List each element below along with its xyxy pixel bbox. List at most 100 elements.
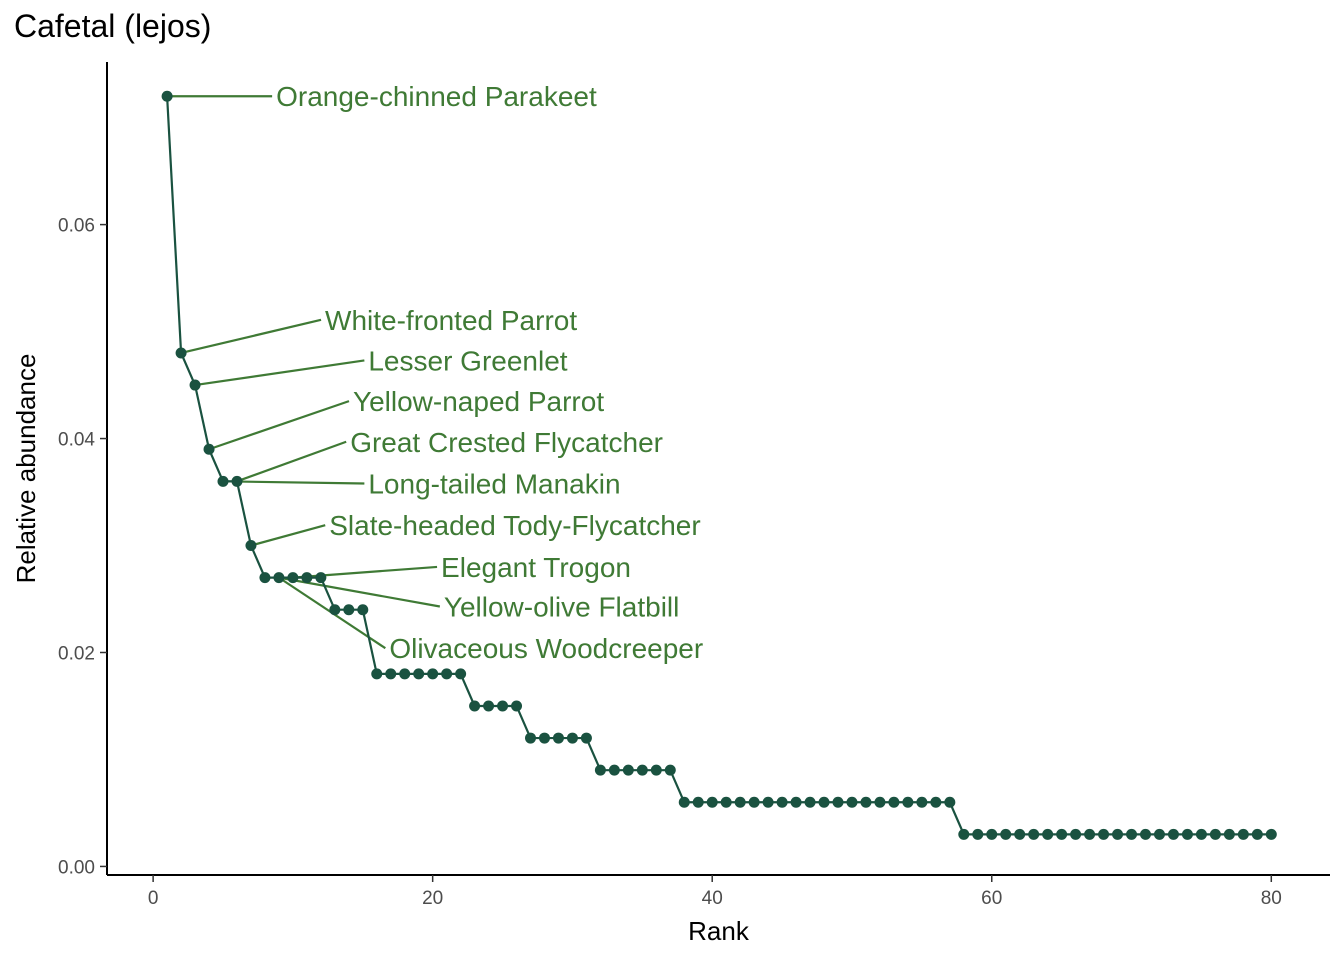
label-connector <box>292 565 438 579</box>
data-point <box>804 796 816 808</box>
data-point <box>301 572 313 584</box>
data-point <box>1084 828 1096 840</box>
data-point <box>860 796 872 808</box>
species-label: Olivaceous Woodcreeper <box>389 633 703 664</box>
species-labels: Orange-chinned Parakeet White-fronted Par… <box>276 81 703 664</box>
species-label: Slate-headed Tody-Flycatcher <box>329 510 700 541</box>
x-tick-label: 0 <box>148 888 159 909</box>
data-point <box>1251 828 1263 840</box>
data-point <box>958 828 970 840</box>
data-point <box>1028 828 1040 840</box>
data-point <box>413 668 425 680</box>
data-point <box>427 668 439 680</box>
label-connector <box>208 400 350 451</box>
data-point <box>692 796 704 808</box>
data-point <box>483 700 495 712</box>
data-point <box>930 796 942 808</box>
data-point <box>203 443 215 455</box>
data-point <box>832 796 844 808</box>
data-point <box>734 796 746 808</box>
data-point <box>273 572 285 584</box>
species-label: Long-tailed Manakin <box>368 468 620 499</box>
data-point <box>1014 828 1026 840</box>
data-point <box>399 668 411 680</box>
species-label: Yellow-naped Parrot <box>353 386 604 417</box>
data-point <box>1112 828 1124 840</box>
label-connectors <box>167 95 441 650</box>
data-point <box>1000 828 1012 840</box>
data-point <box>720 796 732 808</box>
y-axis-title: Relative abundance <box>11 354 41 584</box>
data-point <box>1098 828 1110 840</box>
series <box>161 90 1277 840</box>
species-label: Orange-chinned Parakeet <box>276 81 597 112</box>
data-point <box>1265 828 1277 840</box>
data-point <box>175 347 187 359</box>
data-point <box>259 572 271 584</box>
series-line <box>166 96 1272 836</box>
x-tick-label: 60 <box>981 888 1002 909</box>
data-point <box>888 796 900 808</box>
data-point <box>608 764 620 776</box>
data-point <box>636 764 648 776</box>
data-point <box>916 796 928 808</box>
data-point <box>511 700 523 712</box>
data-point <box>455 668 467 680</box>
species-label: Great Crested Flycatcher <box>350 427 663 458</box>
data-point <box>441 668 453 680</box>
y-tick-label: 0.06 <box>58 216 95 237</box>
data-point <box>1126 828 1138 840</box>
x-tick-label: 40 <box>702 888 723 909</box>
axes: 0 20 40 60 80 0.00 0.02 0.04 0.06 Rank Relative ab… <box>11 62 1330 946</box>
label-connector <box>278 576 441 608</box>
y-tick-label: 0.04 <box>58 430 95 451</box>
data-point <box>1042 828 1054 840</box>
label-connector <box>194 359 365 387</box>
data-point <box>986 828 998 840</box>
data-point <box>1070 828 1082 840</box>
data-point <box>1181 828 1193 840</box>
data-point <box>762 796 774 808</box>
x-axis-title: Rank <box>688 916 750 946</box>
species-label: Elegant Trogon <box>441 552 631 583</box>
data-point <box>1056 828 1068 840</box>
data-point <box>972 828 984 840</box>
data-point <box>315 572 327 584</box>
data-point <box>706 796 718 808</box>
data-point <box>538 732 550 744</box>
data-point <box>329 604 341 616</box>
data-point <box>1195 828 1207 840</box>
data-point <box>1153 828 1165 840</box>
data-point <box>566 732 578 744</box>
y-tick-label: 0.02 <box>58 643 95 664</box>
data-point <box>231 475 243 487</box>
data-point <box>678 796 690 808</box>
data-point <box>1237 828 1249 840</box>
data-point <box>1223 828 1235 840</box>
label-connector <box>236 440 347 483</box>
data-point <box>650 764 662 776</box>
data-point <box>497 700 509 712</box>
data-point <box>245 540 257 552</box>
data-point <box>580 732 592 744</box>
data-point <box>622 764 634 776</box>
data-point <box>594 764 606 776</box>
y-tick-label: 0.00 <box>58 857 95 878</box>
data-point <box>525 732 537 744</box>
label-connector <box>180 318 322 355</box>
species-label: White-fronted Parrot <box>325 305 577 336</box>
data-point <box>371 668 383 680</box>
data-point <box>902 796 914 808</box>
chart-title: Cafetal (lejos) <box>14 8 212 44</box>
data-point <box>385 668 397 680</box>
data-point <box>664 764 676 776</box>
data-point <box>217 475 229 487</box>
data-point <box>790 796 802 808</box>
data-point <box>1140 828 1152 840</box>
data-point <box>161 90 173 102</box>
data-point <box>748 796 760 808</box>
data-point <box>776 796 788 808</box>
data-point <box>944 796 956 808</box>
